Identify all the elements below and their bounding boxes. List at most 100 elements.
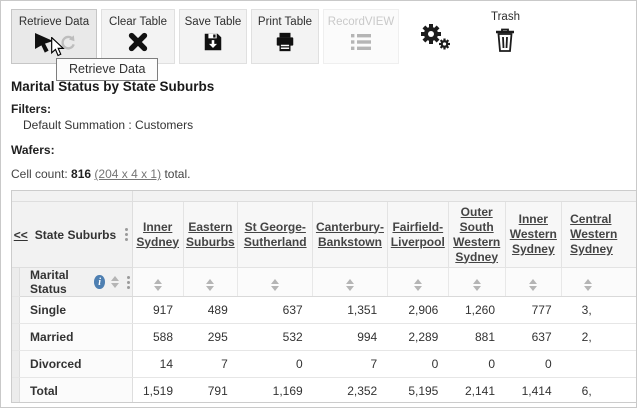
recordview-button: RecordVIEW: [323, 9, 399, 64]
row-menu-icon[interactable]: [125, 275, 132, 290]
column-link[interactable]: Inner Sydney: [136, 219, 180, 249]
data-cell: 0: [237, 350, 313, 378]
data-cell: 2,352: [312, 377, 388, 402]
print-table-button[interactable]: Print Table: [251, 9, 319, 64]
clear-table-button[interactable]: Clear Table: [101, 9, 175, 64]
column-sort-cell: [312, 267, 388, 297]
sort-icon[interactable]: [413, 279, 422, 291]
data-cell: 637: [237, 296, 313, 324]
trash-label: Trash: [491, 11, 520, 23]
column-sort-cell: [386, 267, 449, 297]
row-stub-cell: [12, 377, 21, 402]
column-header: Fairfield-Liverpool: [386, 201, 449, 268]
sort-icon[interactable]: [110, 276, 119, 288]
row-dimension-cell: Marital Status i: [19, 267, 133, 297]
column-link[interactable]: Outer South Western Sydney: [453, 204, 501, 264]
row-stub-cell: [12, 296, 21, 324]
data-cell: 1,260: [448, 296, 505, 324]
table-row: Single 917 489 637 1,351 2,906 1,260 777…: [12, 296, 636, 324]
column-link[interactable]: Eastern Suburbs: [186, 219, 235, 249]
trash-icon: [493, 27, 517, 56]
cell-count-link[interactable]: (204 x 4 x 1): [94, 167, 162, 181]
column-header: Canterbury-Bankstown: [312, 201, 388, 268]
print-table-label: Print Table: [257, 16, 313, 28]
data-cell: 0: [448, 350, 505, 378]
settings-button[interactable]: [417, 21, 455, 56]
column-header: St George-Sutherland: [237, 201, 313, 268]
row-header-cell: << State Suburbs: [12, 201, 133, 268]
table-row: Total 1,519 791 1,169 2,352 5,195 2,141 …: [12, 377, 636, 402]
column-sort-cell: [447, 267, 505, 297]
save-table-label: Save Table: [184, 16, 242, 28]
gears-icon: [417, 24, 455, 56]
wafers-heading: Wafers:: [11, 143, 55, 157]
retrieve-data-button[interactable]: Retrieve Data: [11, 9, 97, 64]
data-cell: 1,519: [132, 377, 183, 402]
data-cell: 0: [387, 350, 449, 378]
cell-count-suffix: total.: [161, 167, 191, 181]
column-link[interactable]: Fairfield-Liverpool: [390, 219, 445, 249]
column-link[interactable]: St George-Sutherland: [243, 219, 307, 249]
data-cell: 0: [505, 350, 562, 378]
data-cell: 6,: [561, 377, 636, 402]
cell-count-prefix: Cell count:: [11, 167, 72, 181]
column-menu-icon[interactable]: [123, 227, 130, 242]
sort-icon[interactable]: [584, 279, 593, 291]
save-table-button[interactable]: Save Table: [179, 9, 247, 64]
run-arrow-icon: [31, 31, 55, 58]
data-cell: 532: [237, 323, 313, 351]
recordview-label: RecordVIEW: [327, 16, 395, 28]
sort-icon[interactable]: [472, 279, 481, 291]
data-cell: 917: [132, 296, 183, 324]
row-label-cell: Total: [19, 377, 133, 402]
cell-count-line: Cell count: 816 (204 x 4 x 1) total.: [11, 167, 190, 181]
row-header-label: State Suburbs: [34, 227, 117, 242]
sort-icon[interactable]: [206, 279, 215, 291]
trash-button[interactable]: Trash: [491, 11, 520, 56]
data-cell: 2,: [561, 323, 636, 351]
refresh-icon: [59, 34, 77, 55]
data-cell: 2,141: [448, 377, 505, 402]
data-cell: 7: [183, 350, 238, 378]
data-table-container: << State Suburbs Inner Sydney Eastern Su…: [11, 190, 636, 403]
column-sort-cell: [504, 267, 562, 297]
column-sort-cell: [237, 267, 313, 297]
data-cell: 588: [132, 323, 183, 351]
retrieve-data-label: Retrieve Data: [18, 16, 90, 28]
sort-icon[interactable]: [153, 279, 162, 291]
data-cell: 14: [132, 350, 183, 378]
row-stub-cell: [12, 323, 21, 351]
table-row: Divorced 14 7 0 7 0 0 0: [12, 350, 636, 378]
info-icon[interactable]: i: [94, 275, 105, 289]
sort-icon[interactable]: [529, 279, 538, 291]
data-cell: 2,906: [387, 296, 449, 324]
data-cell: 1,414: [505, 377, 562, 402]
toolbar: Retrieve Data Clear Table Save Table: [11, 9, 520, 64]
sort-icon[interactable]: [271, 279, 280, 291]
table-row: Married 588 295 532 994 2,289 881 637 2,: [12, 323, 636, 351]
header-strip-right: [132, 191, 636, 202]
row-dimension-label: Marital Status: [30, 268, 69, 296]
column-sort-cell: [561, 267, 636, 297]
row-label-cell: Married: [19, 323, 133, 351]
column-link[interactable]: Inner Western Sydney: [509, 212, 557, 256]
data-cell: 7: [312, 350, 388, 378]
mouse-cursor: [49, 36, 67, 60]
row-stub-cell: [12, 350, 21, 378]
data-table: << State Suburbs Inner Sydney Eastern Su…: [12, 191, 636, 402]
tooltip: Retrieve Data: [56, 58, 159, 81]
collapse-columns-link[interactable]: <<: [13, 227, 28, 242]
printer-icon: [274, 31, 296, 56]
header-strip-row: [12, 191, 636, 202]
data-cell: 295: [183, 323, 238, 351]
filters-heading: Filters:: [11, 102, 52, 116]
data-cell: 3,: [561, 296, 636, 324]
column-link[interactable]: Central Western Sydney: [570, 212, 618, 256]
row-label-cell: Single: [19, 296, 133, 324]
column-link[interactable]: Canterbury-Bankstown: [315, 219, 384, 249]
clear-x-icon: [127, 31, 149, 56]
header-strip-left: [12, 191, 133, 202]
sort-icon[interactable]: [345, 279, 354, 291]
tooltip-text: Retrieve Data: [69, 62, 146, 76]
